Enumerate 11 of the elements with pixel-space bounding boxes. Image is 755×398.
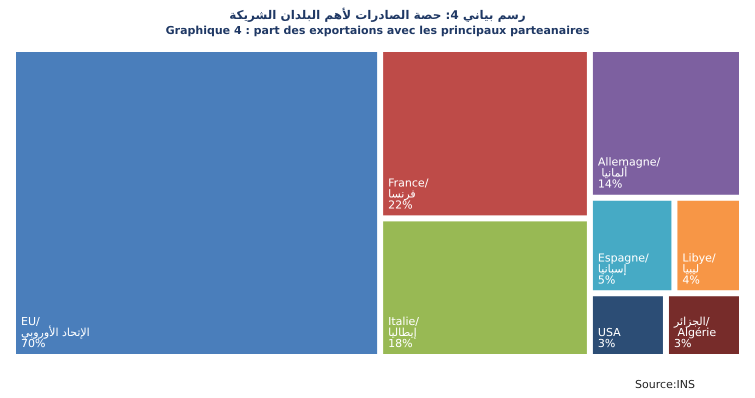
category-label: USA [598, 326, 622, 339]
data-label: 5% [598, 273, 616, 286]
text: Graphique 4 : part des exportaions avec les principaux parteanaires [166, 24, 590, 37]
data-label: 3% [674, 337, 692, 350]
text: رسم بياني 4: حصة الصادرات لأهم البلدان الشريكة [229, 7, 526, 22]
data-label: 70% [21, 337, 46, 350]
data-label: 3% [598, 337, 616, 350]
data-label: 14% [598, 178, 622, 191]
data-label: 4% [682, 273, 700, 286]
source-note: Source:INS [635, 378, 696, 391]
data-label: 18% [388, 337, 413, 350]
